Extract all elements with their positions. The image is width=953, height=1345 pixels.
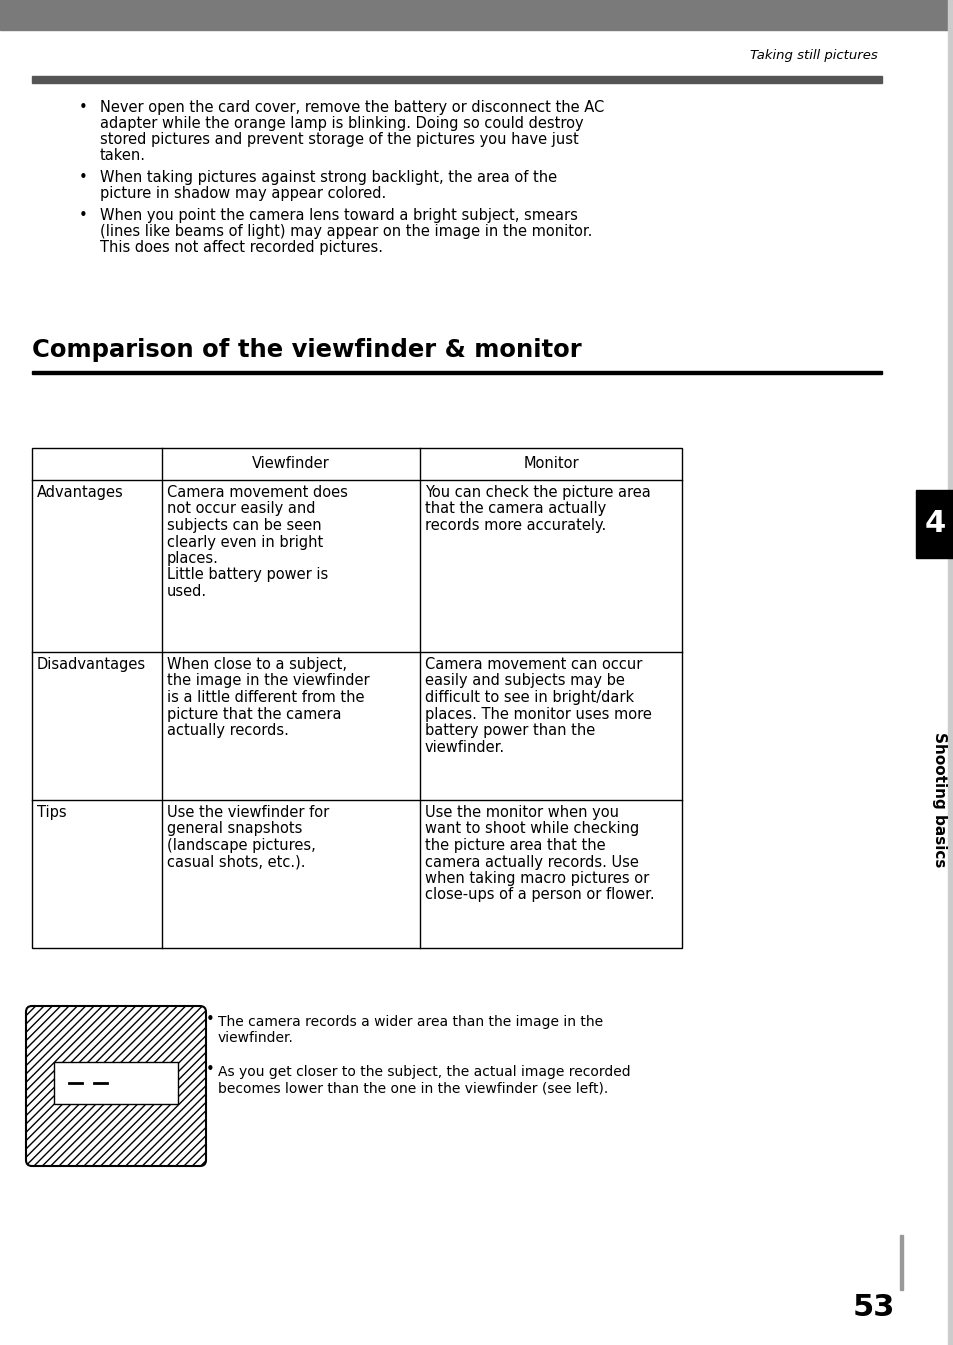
- Text: •: •: [206, 1013, 214, 1028]
- Text: Never open the card cover, remove the battery or disconnect the AC: Never open the card cover, remove the ba…: [100, 100, 603, 116]
- Text: When taking pictures against strong backlight, the area of the: When taking pictures against strong back…: [100, 169, 557, 186]
- Text: casual shots, etc.).: casual shots, etc.).: [167, 854, 305, 869]
- Text: Use the viewfinder for: Use the viewfinder for: [167, 806, 329, 820]
- Text: Shooting basics: Shooting basics: [931, 732, 946, 868]
- Text: Advantages: Advantages: [37, 486, 124, 500]
- Text: is a little different from the: is a little different from the: [167, 690, 364, 705]
- Text: used.: used.: [167, 584, 207, 599]
- Text: As you get closer to the subject, the actual image recorded: As you get closer to the subject, the ac…: [218, 1065, 630, 1079]
- Text: •: •: [78, 169, 88, 184]
- Text: The camera records a wider area than the image in the: The camera records a wider area than the…: [218, 1015, 602, 1029]
- Text: the picture area that the: the picture area that the: [424, 838, 605, 853]
- Text: camera actually records. Use: camera actually records. Use: [424, 854, 639, 869]
- Text: difficult to see in bright/dark: difficult to see in bright/dark: [424, 690, 634, 705]
- Text: Camera movement can occur: Camera movement can occur: [424, 656, 641, 672]
- Text: •: •: [206, 1063, 214, 1077]
- Text: when taking macro pictures or: when taking macro pictures or: [424, 872, 649, 886]
- Text: adapter while the orange lamp is blinking. Doing so could destroy: adapter while the orange lamp is blinkin…: [100, 116, 583, 130]
- Text: places. The monitor uses more: places. The monitor uses more: [424, 706, 651, 721]
- Text: the image in the viewfinder: the image in the viewfinder: [167, 674, 369, 689]
- Text: Use the monitor when you: Use the monitor when you: [424, 806, 618, 820]
- Text: subjects can be seen: subjects can be seen: [167, 518, 321, 533]
- Text: stored pictures and prevent storage of the pictures you have just: stored pictures and prevent storage of t…: [100, 132, 578, 147]
- Text: picture that the camera: picture that the camera: [167, 706, 341, 721]
- Text: picture in shadow may appear colored.: picture in shadow may appear colored.: [100, 186, 386, 200]
- Text: You can check the picture area: You can check the picture area: [424, 486, 650, 500]
- Text: •: •: [78, 207, 88, 222]
- Text: general snapshots: general snapshots: [167, 822, 302, 837]
- Bar: [899, 1235, 902, 1290]
- Text: easily and subjects may be: easily and subjects may be: [424, 674, 624, 689]
- Bar: [32, 77, 882, 83]
- Text: battery power than the: battery power than the: [424, 724, 595, 738]
- Text: becomes lower than the one in the viewfinder (see left).: becomes lower than the one in the viewfi…: [218, 1081, 608, 1095]
- Text: •: •: [78, 100, 88, 114]
- Text: 53: 53: [852, 1294, 894, 1322]
- Bar: [915, 490, 953, 558]
- Text: that the camera actually: that the camera actually: [424, 502, 605, 516]
- Text: actually records.: actually records.: [167, 724, 289, 738]
- Text: (lines like beams of light) may appear on the image in the monitor.: (lines like beams of light) may appear o…: [100, 225, 592, 239]
- Text: clearly even in bright: clearly even in bright: [167, 534, 323, 550]
- Text: Monitor: Monitor: [522, 456, 578, 472]
- Text: Taking still pictures: Taking still pictures: [749, 50, 877, 62]
- Text: Camera movement does: Camera movement does: [167, 486, 348, 500]
- Text: When close to a subject,: When close to a subject,: [167, 656, 347, 672]
- Bar: [0, 0, 953, 30]
- Text: This does not affect recorded pictures.: This does not affect recorded pictures.: [100, 239, 382, 256]
- Text: not occur easily and: not occur easily and: [167, 502, 315, 516]
- Text: Comparison of the viewfinder & monitor: Comparison of the viewfinder & monitor: [32, 338, 581, 362]
- Text: want to shoot while checking: want to shoot while checking: [424, 822, 639, 837]
- Bar: [947, 0, 951, 1345]
- Text: records more accurately.: records more accurately.: [424, 518, 605, 533]
- Text: taken.: taken.: [100, 148, 146, 163]
- Text: Tips: Tips: [37, 806, 67, 820]
- FancyBboxPatch shape: [26, 1006, 206, 1166]
- Text: When you point the camera lens toward a bright subject, smears: When you point the camera lens toward a …: [100, 208, 578, 223]
- Text: close-ups of a person or flower.: close-ups of a person or flower.: [424, 888, 654, 902]
- Text: places.: places.: [167, 551, 218, 566]
- Bar: [32, 448, 681, 948]
- Text: 4: 4: [923, 510, 944, 538]
- Text: (landscape pictures,: (landscape pictures,: [167, 838, 315, 853]
- Text: viewfinder.: viewfinder.: [424, 740, 504, 755]
- Bar: [54, 1063, 178, 1104]
- Text: viewfinder.: viewfinder.: [218, 1032, 294, 1045]
- Text: Little battery power is: Little battery power is: [167, 568, 328, 582]
- Text: Viewfinder: Viewfinder: [252, 456, 330, 472]
- Bar: [32, 370, 882, 374]
- Text: Disadvantages: Disadvantages: [37, 656, 146, 672]
